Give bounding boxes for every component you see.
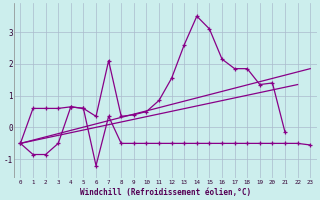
X-axis label: Windchill (Refroidissement éolien,°C): Windchill (Refroidissement éolien,°C) [80, 188, 251, 197]
